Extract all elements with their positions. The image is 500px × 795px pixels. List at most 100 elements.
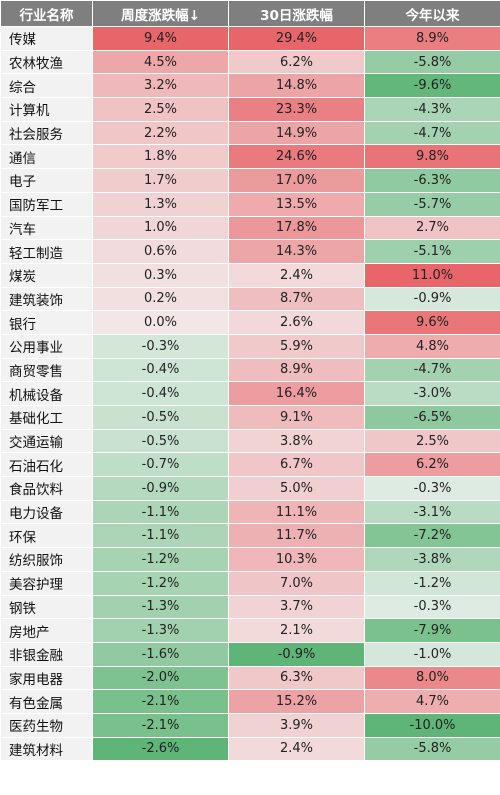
weekly-change-cell: -1.6% [92, 641, 229, 667]
30day-change-cell: 3.7% [228, 594, 365, 620]
ytd-change-cell: -1.2% [364, 570, 500, 596]
30day-change-cell: 8.7% [228, 286, 365, 312]
industry-name: 商贸零售 [0, 357, 93, 383]
table-row: 建筑材料 -2.6% 2.4% -5.8% [0, 736, 500, 762]
ytd-change-cell: -5.8% [364, 736, 500, 762]
table-row: 房地产 -1.3% 2.1% -7.9% [0, 618, 500, 643]
weekly-change-cell: -1.2% [92, 547, 229, 572]
30day-change-cell: 10.3% [228, 547, 365, 572]
ytd-change-cell: -4.7% [364, 357, 500, 383]
table-row: 非银金融 -1.6% -0.9% -1.0% [0, 641, 500, 667]
ytd-change-cell: -5.8% [364, 49, 500, 75]
weekly-change-cell: -1.1% [92, 523, 229, 549]
table-row: 建筑装饰 0.2% 8.7% -0.9% [0, 286, 500, 312]
table-row: 传媒 9.4% 29.4% 8.9% [0, 26, 500, 51]
industry-name: 钢铁 [0, 594, 93, 620]
industry-name: 房地产 [0, 618, 93, 643]
30day-change-cell: 24.6% [228, 144, 365, 170]
table-row: 环保 -1.1% 11.7% -7.2% [0, 523, 500, 549]
30day-change-cell: 14.3% [228, 239, 365, 264]
industry-name: 基础化工 [0, 405, 93, 430]
weekly-change-cell: 1.0% [92, 215, 229, 241]
ytd-change-cell: -0.3% [364, 476, 500, 501]
industry-name: 通信 [0, 144, 93, 170]
30day-change-cell: 5.9% [228, 333, 365, 359]
30day-change-cell: 2.6% [228, 310, 365, 335]
table-row: 钢铁 -1.3% 3.7% -0.3% [0, 594, 500, 620]
header-weekly-change[interactable]: 周度涨跌幅↓ [92, 0, 229, 27]
30day-change-cell: 23.3% [228, 97, 365, 122]
table-row: 纺织服饰 -1.2% 10.3% -3.8% [0, 547, 500, 572]
30day-change-cell: 2.4% [228, 262, 365, 288]
table-row: 有色金属 -2.1% 15.2% 4.7% [0, 689, 500, 714]
weekly-change-cell: -0.5% [92, 428, 229, 454]
table-row: 商贸零售 -0.4% 8.9% -4.7% [0, 357, 500, 383]
ytd-change-cell: -6.5% [364, 405, 500, 430]
table-row: 公用事业 -0.3% 5.9% 4.8% [0, 333, 500, 359]
ytd-change-cell: -3.8% [364, 547, 500, 572]
ytd-change-cell: -5.1% [364, 239, 500, 264]
ytd-change-cell: -4.7% [364, 120, 500, 146]
weekly-change-cell: -2.1% [92, 712, 229, 738]
weekly-change-cell: 1.8% [92, 144, 229, 170]
ytd-change-cell: -3.0% [364, 381, 500, 406]
industry-name: 家用电器 [0, 665, 93, 691]
industry-name: 轻工制造 [0, 239, 93, 264]
header-industry[interactable]: 行业名称 [0, 0, 93, 27]
30day-change-cell: 6.2% [228, 49, 365, 75]
ytd-change-cell: 4.7% [364, 689, 500, 714]
weekly-change-cell: 2.2% [92, 120, 229, 146]
industry-name: 电子 [0, 168, 93, 193]
table-row: 家用电器 -2.0% 6.3% 8.0% [0, 665, 500, 691]
table-row: 医药生物 -2.1% 3.9% -10.0% [0, 712, 500, 738]
ytd-change-cell: -0.9% [364, 286, 500, 312]
30day-change-cell: 13.5% [228, 191, 365, 217]
industry-name: 传媒 [0, 26, 93, 51]
weekly-change-cell: -1.3% [92, 594, 229, 620]
30day-change-cell: 2.4% [228, 736, 365, 762]
table-row: 计算机 2.5% 23.3% -4.3% [0, 97, 500, 122]
weekly-change-cell: -0.4% [92, 381, 229, 406]
header-ytd-change[interactable]: 今年以来 [364, 0, 500, 27]
ytd-change-cell: -5.7% [364, 191, 500, 217]
30day-change-cell: 16.4% [228, 381, 365, 406]
ytd-change-cell: -3.1% [364, 499, 500, 525]
table-row: 汽车 1.0% 17.8% 2.7% [0, 215, 500, 241]
30day-change-cell: -0.9% [228, 641, 365, 667]
header-30day-change[interactable]: 30日涨跌幅 [228, 0, 365, 27]
industry-name: 交通运输 [0, 428, 93, 454]
30day-change-cell: 3.8% [228, 428, 365, 454]
weekly-change-cell: 3.2% [92, 73, 229, 99]
30day-change-cell: 11.7% [228, 523, 365, 549]
table-row: 农林牧渔 4.5% 6.2% -5.8% [0, 49, 500, 75]
30day-change-cell: 9.1% [228, 405, 365, 430]
ytd-change-cell: -6.3% [364, 168, 500, 193]
ytd-change-cell: -1.0% [364, 641, 500, 667]
30day-change-cell: 17.8% [228, 215, 365, 241]
weekly-change-cell: -1.3% [92, 618, 229, 643]
industry-name: 食品饮料 [0, 476, 93, 501]
weekly-change-cell: -2.6% [92, 736, 229, 762]
ytd-change-cell: 9.8% [364, 144, 500, 170]
table-row: 社会服务 2.2% 14.9% -4.7% [0, 120, 500, 146]
weekly-change-cell: -1.2% [92, 570, 229, 596]
weekly-change-cell: -0.9% [92, 476, 229, 501]
table-row: 石油石化 -0.7% 6.7% 6.2% [0, 452, 500, 478]
30day-change-cell: 3.9% [228, 712, 365, 738]
ytd-change-cell: 11.0% [364, 262, 500, 288]
weekly-change-cell: 0.2% [92, 286, 229, 312]
weekly-change-cell: -2.1% [92, 689, 229, 714]
table-row: 国防军工 1.3% 13.5% -5.7% [0, 191, 500, 217]
table-row: 基础化工 -0.5% 9.1% -6.5% [0, 405, 500, 430]
table-row: 美容护理 -1.2% 7.0% -1.2% [0, 570, 500, 596]
heatmap-table: 行业名称 周度涨跌幅↓ 30日涨跌幅 今年以来 传媒 9.4% 29.4% 8.9% 农… [0, 0, 500, 762]
industry-name: 有色金属 [0, 689, 93, 714]
30day-change-cell: 5.0% [228, 476, 365, 501]
ytd-change-cell: -10.0% [364, 712, 500, 738]
weekly-change-cell: -0.5% [92, 405, 229, 430]
weekly-change-cell: -2.0% [92, 665, 229, 691]
ytd-change-cell: -7.2% [364, 523, 500, 549]
table-row: 食品饮料 -0.9% 5.0% -0.3% [0, 476, 500, 501]
table-row: 机械设备 -0.4% 16.4% -3.0% [0, 381, 500, 406]
industry-name: 公用事业 [0, 333, 93, 359]
